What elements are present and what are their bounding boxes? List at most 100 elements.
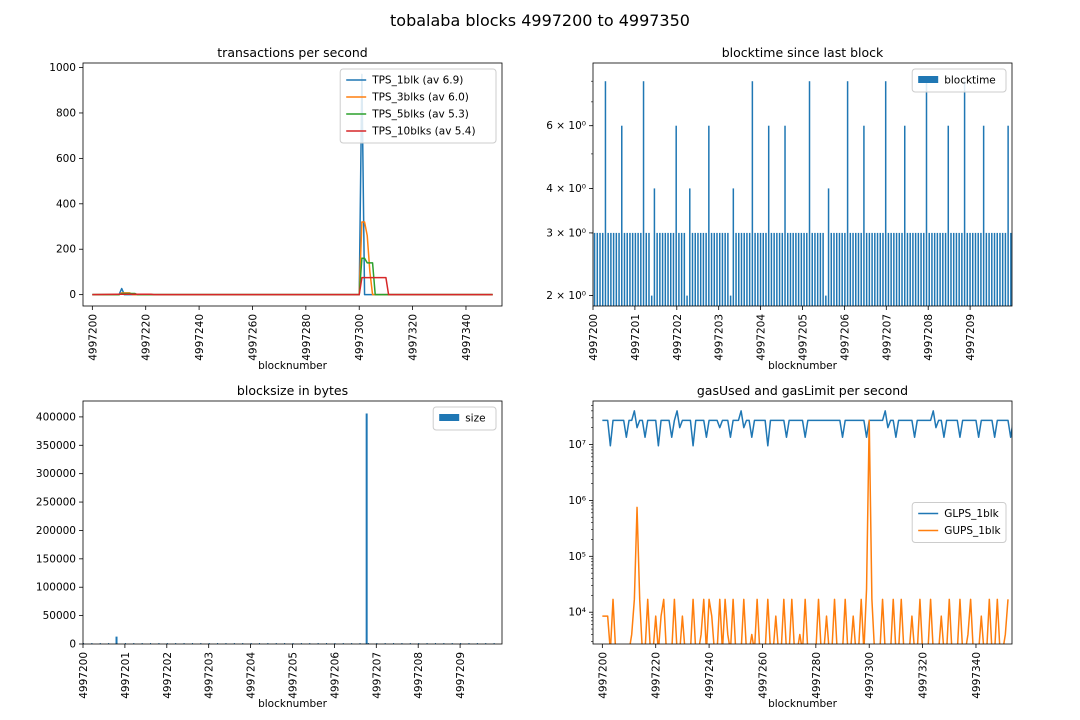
bar <box>909 232 911 306</box>
legend-label: GLPS_1blk <box>944 508 999 520</box>
tps-chart: transactions per second 4997200 4997220 499… <box>49 45 503 372</box>
bar <box>233 643 235 644</box>
y-tick-label: 6 × 10⁰ <box>546 120 586 132</box>
y-tick-label: 300000 <box>36 468 76 480</box>
bar <box>1007 125 1009 306</box>
bar <box>317 643 319 644</box>
bar <box>661 232 664 306</box>
legend: blocktime <box>911 68 1007 93</box>
bar <box>876 232 879 306</box>
y-tick-label: 0 <box>69 289 76 301</box>
gas-chart: gasUsed and gasLimit per second 4997200 49… <box>568 383 1013 710</box>
bar <box>980 232 982 306</box>
y-tick-label: 10⁷ <box>568 439 586 451</box>
bar <box>108 643 110 644</box>
y-tick-label: 400 <box>56 198 76 210</box>
series-line <box>92 221 493 296</box>
x-tick-label: 4997320 <box>408 314 420 361</box>
bar <box>359 643 361 644</box>
bar <box>284 643 286 644</box>
bar <box>879 232 881 306</box>
bar <box>593 232 596 306</box>
bar <box>309 643 311 644</box>
bar <box>928 232 930 306</box>
bar <box>767 125 770 306</box>
y-tick-label: 3 × 10⁰ <box>546 227 586 239</box>
bar <box>757 232 759 306</box>
bar <box>776 232 778 306</box>
bar <box>890 232 892 306</box>
bar <box>754 232 756 306</box>
bar <box>618 232 620 306</box>
x-tick-label: 4997205 <box>798 314 810 361</box>
bar <box>393 643 395 644</box>
bar <box>770 232 773 306</box>
y-tick-label: 800 <box>56 107 76 119</box>
bar <box>637 232 639 306</box>
x-tick-label: 4997202 <box>672 314 684 361</box>
axes-frame <box>592 400 1013 645</box>
figure-title: tobalaba blocks 4997200 to 4997350 <box>390 11 690 30</box>
bar <box>115 636 118 644</box>
bar <box>988 232 990 306</box>
x-tick-label: 4997260 <box>757 652 769 699</box>
bar <box>718 232 721 306</box>
bar <box>748 232 751 306</box>
bar <box>702 232 705 306</box>
series-line <box>92 257 493 296</box>
bar <box>708 125 710 306</box>
bar <box>816 232 819 306</box>
bar <box>977 232 979 306</box>
bar <box>476 643 478 644</box>
x-tick-label: 4997203 <box>714 314 726 361</box>
series-line <box>602 419 1009 644</box>
bar <box>969 232 971 306</box>
bar <box>996 232 998 306</box>
bar <box>966 232 969 306</box>
bar <box>738 232 740 306</box>
bar <box>974 232 977 306</box>
bar <box>485 643 487 644</box>
bar <box>384 643 386 644</box>
bar <box>952 232 955 306</box>
bar <box>724 232 726 306</box>
bar <box>124 643 126 644</box>
plot-area <box>92 73 493 296</box>
bar <box>721 232 724 306</box>
bar <box>166 643 168 644</box>
bar <box>99 643 101 644</box>
bar <box>217 643 219 644</box>
x-tick-label: 4997300 <box>354 314 366 361</box>
bar <box>468 643 470 644</box>
x-tick-label: 4997240 <box>704 652 716 699</box>
x-tick-label: 4997340 <box>461 314 473 361</box>
bar <box>838 232 841 306</box>
x-tick-label: 4997208 <box>413 652 425 699</box>
y-tick-label: 600 <box>56 153 76 165</box>
bar <box>912 232 914 306</box>
bar <box>200 643 202 644</box>
bar <box>923 232 925 306</box>
bar <box>740 232 743 306</box>
bar <box>778 232 781 306</box>
bar <box>871 232 873 306</box>
bar <box>626 232 628 306</box>
bar <box>833 232 835 306</box>
bar <box>844 232 846 306</box>
bar <box>800 232 803 306</box>
bar <box>334 643 336 644</box>
bar <box>686 295 688 306</box>
y-tick-label: 0 <box>69 639 76 651</box>
bar <box>931 232 933 306</box>
bar <box>784 125 786 306</box>
bar <box>642 81 645 306</box>
y-tick-label: 150000 <box>36 553 76 565</box>
x-tick-label: 4997209 <box>965 314 977 361</box>
bar <box>803 232 805 306</box>
legend-swatch <box>918 76 939 83</box>
bar <box>267 643 269 644</box>
bar <box>596 232 599 306</box>
bar <box>982 125 985 306</box>
y-tick-label: 10⁶ <box>568 495 586 507</box>
